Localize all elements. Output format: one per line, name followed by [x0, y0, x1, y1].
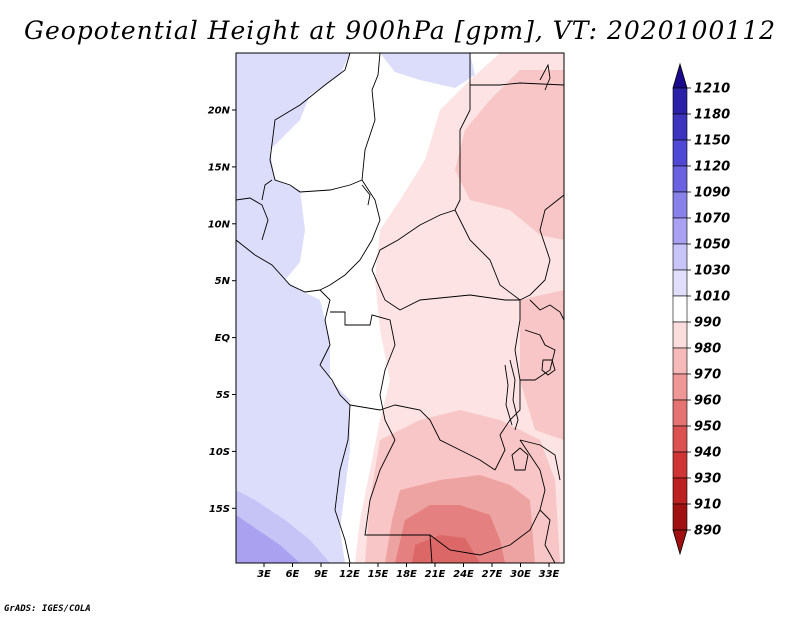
lon-label: 18E	[396, 569, 417, 580]
colorbar-swatch	[672, 451, 688, 479]
colorbar-swatch	[672, 87, 688, 115]
map-frame	[235, 52, 565, 564]
lakes	[361, 63, 556, 471]
colorbar-label: 930	[694, 472, 721, 487]
colorbar-label: 950	[694, 420, 721, 435]
lon-label: 9E	[314, 569, 328, 580]
lon-label: 15E	[368, 569, 389, 580]
colorbar-label: 970	[694, 368, 721, 383]
longitude-axis: 3E 6E 9E 12E 15E 18E 21E 24E 27E 30E 33E	[257, 563, 560, 580]
colorbar-label: 1070	[694, 212, 730, 227]
lat-label: 5N	[215, 276, 231, 287]
colorbar-label: 1120	[694, 160, 730, 175]
colorbar-swatch	[672, 477, 688, 505]
field-region-970-east	[520, 290, 564, 440]
lon-label: 12E	[339, 569, 360, 580]
lat-label: EQ	[215, 333, 231, 344]
lon-label: 21E	[425, 569, 446, 580]
colorbar-swatch	[672, 399, 688, 427]
colorbar-swatch	[672, 269, 688, 297]
country-borders	[236, 53, 564, 563]
colorbar-swatch	[672, 243, 688, 271]
colorbar-label: 1090	[694, 186, 730, 201]
lat-label: 20N	[208, 106, 231, 117]
colorbar-swatch	[672, 217, 688, 245]
field-region-1030-north	[380, 53, 475, 88]
colorbar-label: 980	[694, 342, 721, 357]
colorbar-bottom-arrow	[672, 529, 688, 556]
colorbar-label: 1150	[694, 134, 730, 149]
colorbar-label: 1180	[694, 108, 730, 123]
field-region-940	[412, 535, 480, 563]
colorbar-swatch	[672, 425, 688, 453]
colorbar-label: 1050	[694, 238, 730, 253]
lon-label: 27E	[482, 569, 503, 580]
field-region-1030	[236, 53, 350, 563]
lat-label: 10N	[208, 219, 231, 230]
colorbar-label: 890	[694, 524, 721, 539]
lon-label: 24E	[453, 569, 474, 580]
colorbar-label: 940	[694, 446, 721, 461]
colorbar-swatch	[672, 113, 688, 141]
latitude-axis: 20N 15N 10N 5N EQ 5S 10S 15S	[208, 106, 236, 515]
colorbar-label: 960	[694, 394, 721, 409]
colorbar-label: 990	[694, 316, 721, 331]
lat-label: 15N	[208, 162, 231, 173]
lon-label: 30E	[510, 569, 531, 580]
lon-label: 3E	[257, 569, 271, 580]
colorbar-top-arrow	[672, 62, 688, 89]
colorbar-swatch	[672, 295, 688, 323]
colorbar-swatch	[672, 503, 688, 531]
colorbar-label: 1010	[694, 290, 730, 305]
field-region-970-north	[455, 70, 564, 240]
colorbar-label: 910	[694, 498, 721, 513]
colorbar-swatch	[672, 321, 688, 349]
colorbar-swatch	[672, 347, 688, 375]
colorbar: 1210 1180 1150 1120 1090 1070 1050 1030 1010 990 9…	[672, 62, 730, 556]
lat-label: 5S	[216, 390, 230, 401]
colorbar-swatch	[672, 139, 688, 167]
grads-credit: GrADS: IGES/COLA	[4, 604, 91, 614]
lat-label: 10S	[209, 447, 230, 458]
colorbar-swatch	[672, 373, 688, 401]
colorbar-swatch	[672, 191, 688, 219]
height-field	[236, 53, 564, 563]
lon-label: 6E	[286, 569, 300, 580]
field-region-1070	[236, 515, 300, 563]
map-title: Geopotential Height at 900hPa [gpm], VT:…	[23, 16, 777, 45]
lon-label: 33E	[539, 569, 560, 580]
lat-label: 15S	[209, 504, 230, 515]
colorbar-label: 1030	[694, 264, 730, 279]
colorbar-swatch	[672, 165, 688, 193]
colorbar-label: 1210	[694, 82, 730, 97]
